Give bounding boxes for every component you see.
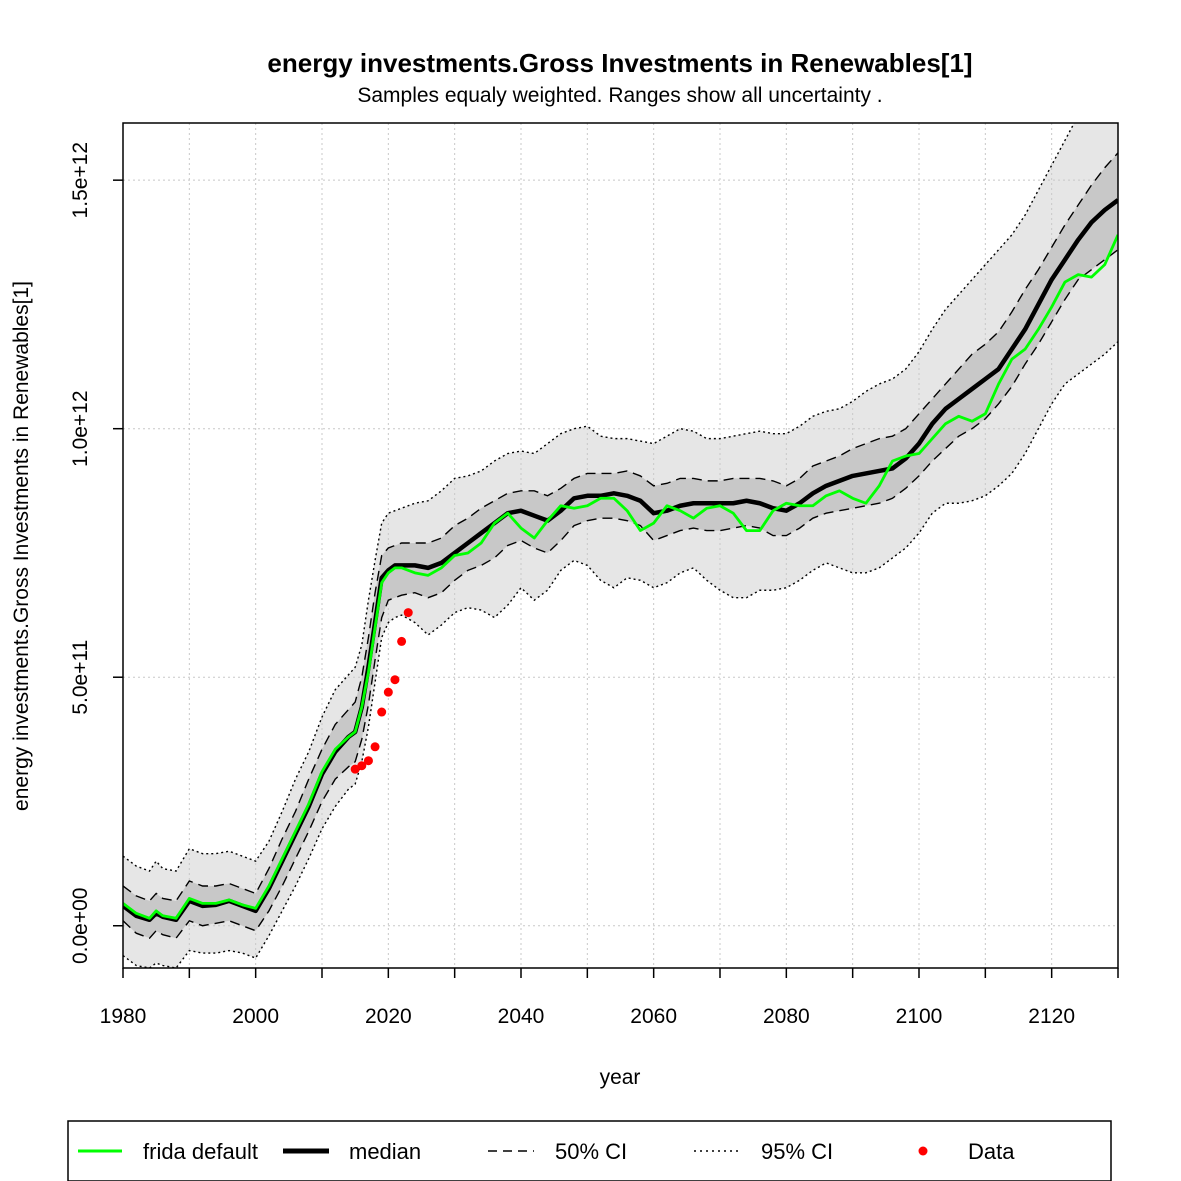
legend-box xyxy=(67,1120,1112,1181)
data-point xyxy=(363,756,373,766)
x-tick-label: 2060 xyxy=(630,1005,677,1028)
ci95-band xyxy=(123,123,1118,968)
axes: 1980 2000 2020 2040 2060 2080 2100 2120 0.0e+00 5… xyxy=(69,122,1119,1028)
x-tick-label: 2000 xyxy=(232,1005,279,1028)
data-point xyxy=(350,764,360,774)
legend-median-label: median xyxy=(349,1139,421,1164)
legend-data-swatch xyxy=(918,1146,928,1156)
x-tick-label: 1980 xyxy=(100,1005,147,1028)
y-axis-label: energy investments.Gross Investments in … xyxy=(10,281,33,811)
y-tick-label: 1.5e+12 xyxy=(69,142,92,219)
plot-frame xyxy=(122,122,1119,969)
data-point xyxy=(397,636,407,646)
legend-data-label: Data xyxy=(968,1139,1015,1164)
plot-area xyxy=(123,123,1118,968)
legend-frida-label: frida default xyxy=(143,1139,258,1164)
y-tick-label: 1.0e+12 xyxy=(69,390,92,467)
data-point xyxy=(377,707,387,717)
legend: frida default median 50% CI 95% CI Data xyxy=(67,1120,1112,1181)
ci50-upper-line xyxy=(123,152,1118,902)
chart-subtitle: Samples equaly weighted. Ranges show all… xyxy=(357,84,882,107)
ci95-lower-line xyxy=(123,341,1118,968)
y-tick-label: 0.0e+00 xyxy=(69,888,92,965)
data-point xyxy=(383,687,393,697)
data-point xyxy=(370,742,380,752)
legend-ci50-label: 50% CI xyxy=(555,1139,627,1164)
chart-title: energy investments.Gross Investments in … xyxy=(267,48,972,78)
x-tick-label: 2120 xyxy=(1028,1005,1075,1028)
x-tick-label: 2100 xyxy=(896,1005,943,1028)
data-point xyxy=(403,608,413,618)
data-point xyxy=(390,675,400,685)
y-tick-label: 5.0e+11 xyxy=(69,640,92,715)
ci50-lower-line xyxy=(123,249,1118,940)
x-axis-label: year xyxy=(600,1066,641,1089)
legend-ci95-label: 95% CI xyxy=(761,1139,833,1164)
data-point xyxy=(357,761,367,771)
series-frida-line xyxy=(123,234,1118,920)
x-tick-label: 2040 xyxy=(498,1005,545,1028)
x-tick-label: 2080 xyxy=(763,1005,810,1028)
x-tick-label: 2020 xyxy=(365,1005,412,1028)
